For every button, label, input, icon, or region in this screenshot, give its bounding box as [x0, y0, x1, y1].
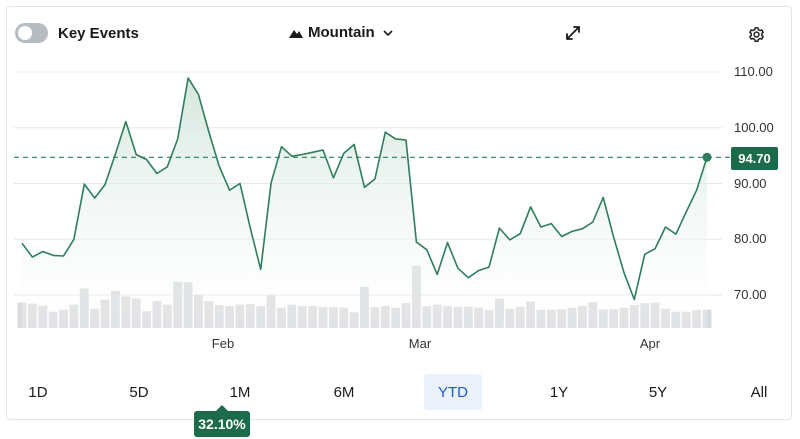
range-button-5y[interactable]: 5Y	[648, 383, 668, 401]
range-button-1d[interactable]: 1D	[28, 383, 48, 401]
y-tick-label: 110.00	[734, 64, 773, 79]
y-tick-label: 80.00	[734, 231, 767, 247]
range-button-1m[interactable]: 1M	[229, 383, 251, 401]
toggle-knob	[18, 26, 32, 40]
range-button-all[interactable]: All	[750, 383, 768, 401]
expand-arrows-icon[interactable]	[565, 25, 581, 41]
chart-type-label: Mountain	[308, 24, 375, 41]
price-area	[22, 78, 707, 328]
key-events-label: Key Events	[58, 24, 139, 42]
change-percent-badge: 32.10%	[194, 411, 250, 437]
mountain-icon	[289, 29, 303, 38]
range-button-1y[interactable]: 1Y	[549, 383, 569, 401]
last-price-badge: 94.70	[731, 147, 778, 170]
x-tick-label: Apr	[639, 336, 661, 351]
range-selector: 1D 5D 1M 6M YTD 1Y 5Y All	[6, 374, 792, 410]
range-button-6m[interactable]: 6M	[333, 383, 355, 401]
y-tick-label: 90.00	[734, 175, 767, 191]
price-line	[21, 77, 708, 301]
range-button-5d[interactable]: 5D	[129, 383, 149, 401]
range-button-ytd[interactable]: YTD	[424, 374, 482, 410]
x-tick-label: Mar	[408, 336, 432, 351]
y-tick-label: 100.00	[734, 119, 774, 135]
price-chart[interactable]	[0, 0, 800, 360]
chart-type-dropdown[interactable]: Mountain	[289, 24, 393, 41]
key-events-toggle-group[interactable]: Key Events	[15, 23, 139, 43]
x-tick-label: Feb	[211, 336, 235, 351]
key-events-toggle[interactable]	[15, 23, 48, 43]
last-price-dot	[702, 152, 712, 162]
chevron-down-icon	[383, 29, 393, 36]
gear-icon[interactable]	[748, 26, 765, 43]
y-tick-label: 70.00	[734, 287, 767, 302]
